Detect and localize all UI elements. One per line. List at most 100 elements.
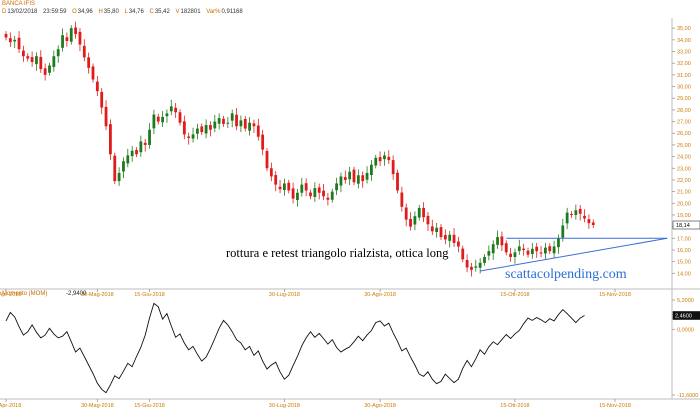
y-tick-label: 35,00 <box>677 26 691 32</box>
candle-body <box>26 56 30 59</box>
candle-body <box>4 34 8 38</box>
candle-body <box>191 134 195 139</box>
candle-body <box>513 252 517 257</box>
mom-last-label: 2,4600 <box>675 313 692 319</box>
candle-body <box>126 155 130 164</box>
candle-body <box>443 235 447 240</box>
candle-body <box>30 57 34 63</box>
candle-body <box>8 38 12 43</box>
candle-body <box>526 250 530 255</box>
candle-body <box>439 227 443 238</box>
candle-body <box>435 227 439 232</box>
volume-label: V <box>175 9 180 15</box>
x-tick-label: 30-Lug-2018 <box>269 292 300 298</box>
time-value: 23:59:59 <box>43 9 67 15</box>
candle-body <box>291 188 295 199</box>
candle-body <box>470 266 473 270</box>
candle-body <box>313 188 317 197</box>
candle-body <box>565 212 569 224</box>
candle-body <box>74 27 77 35</box>
candle-body <box>213 121 217 129</box>
candle-body <box>317 187 321 193</box>
candle-body <box>348 171 352 180</box>
candle-body <box>578 208 582 214</box>
candle-body <box>557 238 560 248</box>
candle-body <box>487 251 491 256</box>
last-price-label: 18,14 <box>676 223 690 229</box>
y-tick-label: 15,00 <box>677 260 691 266</box>
open-label: O <box>72 9 77 15</box>
x-tick-label: 30-Mag-2018 <box>81 403 114 409</box>
candle-body <box>182 121 186 135</box>
candle-body <box>235 114 238 127</box>
candle-body <box>87 57 91 68</box>
candle-body <box>335 183 338 191</box>
candle-body <box>544 247 547 254</box>
candle-body <box>383 155 386 160</box>
last-price-tag <box>672 220 700 230</box>
candle-body <box>448 234 452 241</box>
candle-body <box>339 176 343 186</box>
candle-body <box>69 28 73 42</box>
y-tick-label: 26,00 <box>677 131 691 137</box>
candle-body <box>22 50 25 57</box>
close-label: C <box>149 9 154 15</box>
instrument-title: BANCA IFIS <box>2 1 36 7</box>
y-tick-label: 22,00 <box>677 178 691 184</box>
candle-body <box>39 56 43 70</box>
candle-body <box>143 142 147 145</box>
candle-body <box>396 172 399 191</box>
candle-body <box>587 219 591 224</box>
candle-body <box>591 222 595 225</box>
candle-body <box>13 39 17 42</box>
candle-body <box>535 246 539 252</box>
y-tick-label: 27,00 <box>677 120 691 126</box>
y-tick-label: 34,00 <box>677 38 691 44</box>
y-tick-label: 33,00 <box>677 50 691 56</box>
candle-body <box>95 81 99 92</box>
candle-body <box>461 248 465 260</box>
candle-body <box>465 260 469 268</box>
candle-body <box>265 150 269 169</box>
candle-body <box>283 183 286 190</box>
candle-body <box>430 226 434 232</box>
candle-body <box>82 45 86 58</box>
y-tick-label: 28,00 <box>677 108 691 114</box>
candle-body <box>409 218 412 227</box>
candle-body <box>35 56 38 65</box>
candle-body <box>248 122 251 131</box>
candle-body <box>309 192 312 197</box>
candle-body <box>491 244 495 254</box>
candle-body <box>422 207 425 218</box>
y-tick-label: 29,00 <box>677 96 691 102</box>
candle-body <box>300 184 304 193</box>
candle-body <box>52 56 56 67</box>
y-tick-label: 19,00 <box>677 213 691 219</box>
candle-body <box>361 175 365 182</box>
candle-body <box>343 177 347 180</box>
x-tick-label: 30-Apr-2018 <box>0 403 21 409</box>
candle-body <box>135 150 138 155</box>
candle-body <box>517 246 521 251</box>
candle-body <box>387 156 391 161</box>
candle-body <box>230 113 234 121</box>
x-tick-label: 30-Mag-2018 <box>81 292 114 298</box>
candle-body <box>574 210 578 215</box>
candle-body <box>457 241 460 247</box>
candle-body <box>509 253 512 257</box>
candle-body <box>200 126 204 133</box>
candle-body <box>269 168 273 177</box>
x-tick-label: 30-Ago-2018 <box>364 403 396 409</box>
candle-body <box>100 91 104 108</box>
candle-body <box>496 237 499 245</box>
candle-body <box>391 160 395 175</box>
candle-body <box>43 68 47 75</box>
candle-body <box>17 37 21 50</box>
candle-body <box>561 225 565 238</box>
mom-y-tick-label: 0,0000 <box>677 327 694 333</box>
x-tick-label: 15-Giu-2018 <box>134 292 165 298</box>
y-tick-label: 24,00 <box>677 155 691 161</box>
candle-body <box>165 113 169 117</box>
candle-body <box>169 106 173 112</box>
